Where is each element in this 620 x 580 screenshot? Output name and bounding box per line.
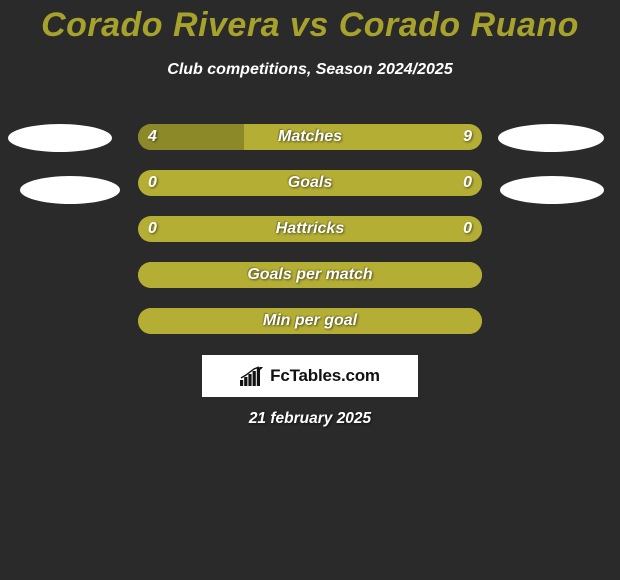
decorative-ellipse xyxy=(498,124,604,152)
brand-text: FcTables.com xyxy=(270,366,380,386)
bar-track xyxy=(138,216,482,242)
brand-box: FcTables.com xyxy=(202,355,418,397)
bar-fill xyxy=(138,308,482,334)
value-right: 0 xyxy=(463,216,472,242)
date-text: 21 february 2025 xyxy=(0,410,620,428)
value-left: 0 xyxy=(148,170,157,196)
bar-chart-icon xyxy=(240,366,266,386)
decorative-ellipse xyxy=(8,124,112,152)
value-left: 0 xyxy=(148,216,157,242)
bar-track xyxy=(138,262,482,288)
bar-track xyxy=(138,170,482,196)
bar-track xyxy=(138,308,482,334)
value-left: 4 xyxy=(148,124,157,150)
decorative-ellipse xyxy=(20,176,120,204)
comparison-row: Hattricks00 xyxy=(0,216,620,244)
value-right: 9 xyxy=(463,124,472,150)
bar-track xyxy=(138,124,482,150)
comparison-row: Goals per match xyxy=(0,262,620,290)
subtitle: Club competitions, Season 2024/2025 xyxy=(0,61,620,79)
bar-fill xyxy=(138,262,482,288)
page-title: Corado Rivera vs Corado Ruano xyxy=(0,0,620,45)
comparison-row: Min per goal xyxy=(0,308,620,336)
comparison-rows: Matches49Goals00Hattricks00Goals per mat… xyxy=(0,124,620,354)
decorative-ellipse xyxy=(500,176,604,204)
value-right: 0 xyxy=(463,170,472,196)
